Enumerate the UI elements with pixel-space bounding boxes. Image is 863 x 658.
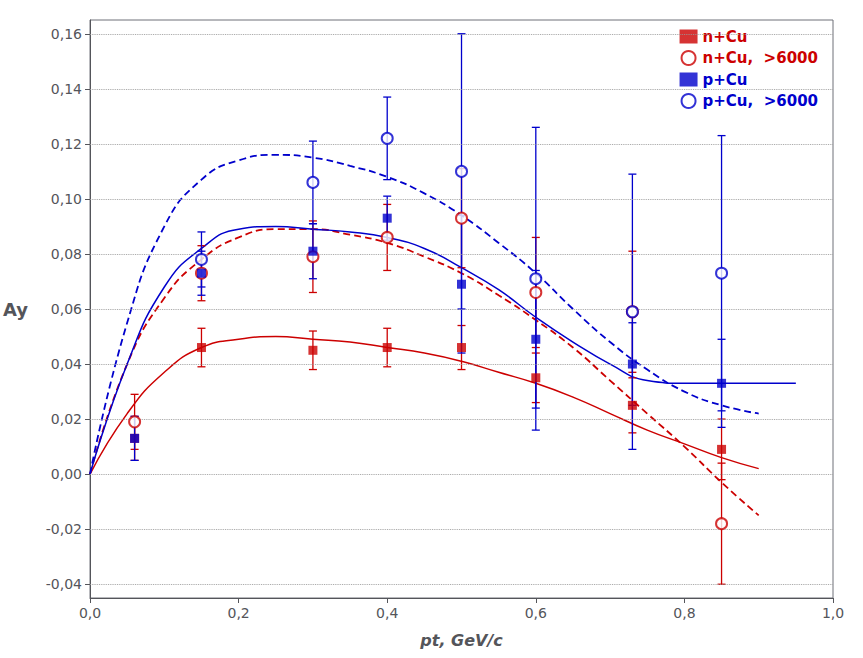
svg-text:p+Cu: p+Cu bbox=[703, 71, 748, 89]
svg-text:0,04: 0,04 bbox=[51, 356, 82, 372]
svg-text:0,02: 0,02 bbox=[51, 411, 82, 427]
svg-text:p+Cu, >6000: p+Cu, >6000 bbox=[703, 92, 818, 110]
svg-text:n+Cu, >6000: n+Cu, >6000 bbox=[703, 49, 818, 67]
svg-text:0,06: 0,06 bbox=[51, 301, 82, 317]
svg-text:-0,02: -0,02 bbox=[46, 521, 82, 537]
svg-text:0,08: 0,08 bbox=[51, 246, 82, 262]
svg-text:1,0: 1,0 bbox=[822, 605, 844, 621]
svg-text:0,12: 0,12 bbox=[51, 136, 82, 152]
svg-text:0,2: 0,2 bbox=[227, 605, 249, 621]
svg-text:n+Cu: n+Cu bbox=[703, 28, 748, 46]
svg-text:0,10: 0,10 bbox=[51, 191, 82, 207]
svg-text:0,14: 0,14 bbox=[51, 81, 82, 97]
svg-text:0,0: 0,0 bbox=[79, 605, 101, 621]
svg-text:0,00: 0,00 bbox=[51, 466, 82, 482]
svg-text:0,4: 0,4 bbox=[376, 605, 398, 621]
svg-text:0,8: 0,8 bbox=[673, 605, 695, 621]
svg-text:0,6: 0,6 bbox=[525, 605, 547, 621]
svg-text:Ay: Ay bbox=[3, 299, 28, 320]
svg-text:0,16: 0,16 bbox=[51, 26, 82, 42]
svg-text:-0,04: -0,04 bbox=[46, 576, 82, 592]
svg-text:pt, GeV/c: pt, GeV/c bbox=[419, 631, 503, 650]
